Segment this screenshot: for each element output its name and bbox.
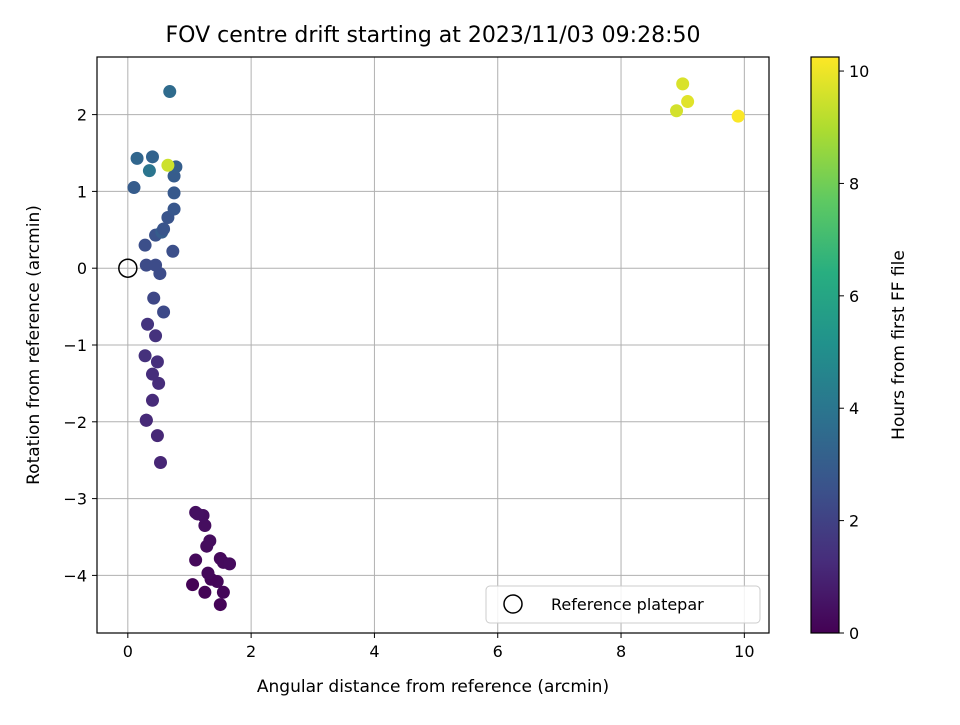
y-axis-label: Rotation from reference (arcmin)	[24, 205, 44, 485]
data-point	[157, 305, 171, 319]
data-point	[198, 585, 212, 599]
y-tick-label: 2	[77, 106, 87, 125]
data-point	[189, 553, 203, 567]
data-point	[145, 393, 159, 407]
data-point	[152, 376, 166, 390]
data-point	[138, 349, 152, 363]
data-point	[149, 329, 163, 343]
y-tick-label: 0	[77, 259, 87, 278]
data-point	[150, 355, 164, 369]
data-point	[163, 85, 177, 99]
x-tick-label: 10	[734, 642, 754, 661]
colorbar-tick-label: 2	[849, 512, 859, 531]
data-point	[198, 518, 212, 532]
data-point	[157, 222, 171, 236]
x-axis-ticks: 0 2 4 6 8 10	[123, 633, 755, 661]
data-point	[141, 317, 155, 331]
x-tick-label: 4	[369, 642, 379, 661]
legend-marker-icon	[503, 594, 523, 614]
data-point	[147, 291, 161, 305]
x-tick-label: 6	[493, 642, 503, 661]
legend: Reference platepar	[485, 585, 761, 624]
data-point	[731, 109, 745, 123]
data-point	[166, 244, 180, 258]
data-point	[150, 429, 164, 443]
data-point	[138, 238, 152, 252]
y-axis-ticks: −4 −3 −2 −1 0 1 2	[63, 106, 97, 585]
data-point	[161, 158, 175, 172]
data-point	[201, 566, 215, 580]
data-point	[681, 95, 695, 109]
y-tick-label: 1	[77, 182, 87, 201]
colorbar-tick-label: 0	[849, 624, 859, 643]
data-point	[213, 598, 227, 612]
x-tick-label: 2	[246, 642, 256, 661]
data-point	[145, 367, 159, 381]
data-point	[190, 507, 204, 521]
colorbar: 0 2 4 6 8 10 Hours from first FF file	[810, 56, 909, 643]
data-point	[670, 104, 684, 118]
data-point	[167, 186, 181, 200]
data-point	[127, 181, 141, 195]
colorbar-tick-label: 6	[849, 287, 859, 306]
colorbar-tick-label: 8	[849, 174, 859, 193]
x-tick-label: 8	[616, 642, 626, 661]
data-point	[130, 151, 144, 165]
grid-lines	[97, 57, 769, 633]
colorbar-gradient	[810, 56, 840, 634]
data-point	[139, 258, 153, 272]
colorbar-ticks: 0 2 4 6 8 10	[839, 62, 869, 643]
y-tick-label: −2	[63, 413, 87, 432]
data-point	[167, 202, 181, 216]
data-point	[142, 164, 156, 178]
y-tick-label: −4	[63, 566, 87, 585]
data-point	[149, 258, 163, 272]
data-point	[186, 578, 200, 592]
reference-marker	[118, 258, 138, 278]
x-tick-label: 0	[123, 642, 133, 661]
colorbar-tick-label: 4	[849, 399, 859, 418]
data-point	[154, 456, 168, 470]
x-axis-label: Angular distance from reference (arcmin)	[257, 677, 609, 697]
data-point	[203, 534, 217, 548]
y-tick-label: −1	[63, 336, 87, 355]
data-points	[127, 77, 745, 612]
y-tick-label: −3	[63, 490, 87, 509]
legend-label-reference: Reference platepar	[551, 595, 704, 614]
data-point	[223, 557, 237, 571]
data-point	[145, 150, 159, 164]
data-point	[139, 413, 153, 427]
data-point	[216, 585, 230, 599]
chart-title: FOV centre drift starting at 2023/11/03 …	[166, 23, 701, 48]
colorbar-tick-label: 10	[849, 62, 869, 81]
legend-box	[485, 585, 761, 624]
colorbar-label: Hours from first FF file	[889, 250, 909, 440]
data-point	[676, 77, 690, 91]
